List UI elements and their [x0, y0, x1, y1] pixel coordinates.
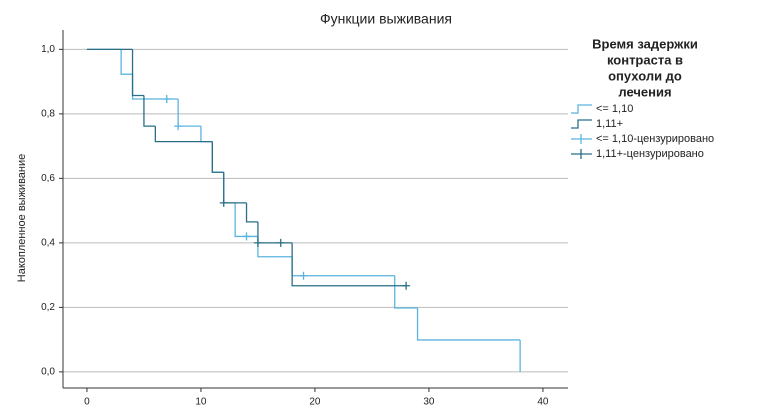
survival-step — [291, 242, 407, 287]
censor-mark — [276, 238, 285, 247]
y-tick-label: 0,0 — [41, 367, 55, 378]
censor-mark — [299, 271, 308, 280]
legend-label: 1,11+-цензурировано — [596, 148, 704, 160]
censor-mark — [162, 95, 171, 104]
survival-step — [211, 141, 224, 173]
survival-step — [223, 172, 236, 204]
censor-mark — [242, 232, 251, 241]
legend-title: лечения — [618, 84, 671, 99]
survival-step — [200, 126, 213, 143]
x-tick-label: 30 — [423, 397, 435, 408]
survival-step — [223, 172, 247, 204]
y-tick-label: 0,4 — [41, 238, 55, 249]
survival-step — [177, 99, 201, 127]
legend-swatch — [571, 119, 592, 129]
chart-title: Функции выживания — [320, 11, 452, 27]
survival-step — [131, 49, 144, 97]
x-tick-label: 20 — [309, 397, 321, 408]
legend-label: 1,11+ — [596, 118, 623, 130]
legend-title: Время задержки — [592, 36, 698, 51]
y-tick-label: 0,8 — [41, 108, 55, 119]
survival-step — [120, 49, 133, 75]
legend-label: <= 1,10 — [596, 103, 633, 115]
x-tick-label: 0 — [84, 397, 90, 408]
survival-step — [257, 221, 293, 244]
censor-mark — [402, 281, 411, 290]
survival-step — [416, 308, 521, 341]
censor-mark — [174, 122, 183, 131]
censor-mark — [253, 238, 262, 247]
survival-step — [394, 275, 418, 309]
y-tick-label: 0,6 — [41, 173, 55, 184]
survival-step — [291, 256, 395, 277]
x-tick-label: 40 — [537, 397, 549, 408]
legend-swatch — [571, 104, 592, 114]
legend-swatch — [571, 149, 592, 159]
legend-swatch — [571, 134, 592, 144]
censor-mark — [219, 198, 228, 207]
y-tick-label: 1,0 — [41, 44, 55, 55]
y-tick-label: 0,2 — [41, 302, 55, 313]
survival-step — [245, 202, 258, 223]
survival-step — [211, 141, 224, 173]
x-tick-label: 10 — [195, 397, 207, 408]
survival-step — [154, 126, 213, 143]
legend-title: опухоли до — [608, 68, 682, 83]
survival-step — [257, 236, 293, 258]
legend-title: контраста в — [607, 52, 683, 67]
y-axis-label: Накопленное выживание — [16, 154, 28, 282]
survival-step — [143, 95, 156, 127]
legend-label: <= 1,10-цензурировано — [596, 133, 714, 145]
